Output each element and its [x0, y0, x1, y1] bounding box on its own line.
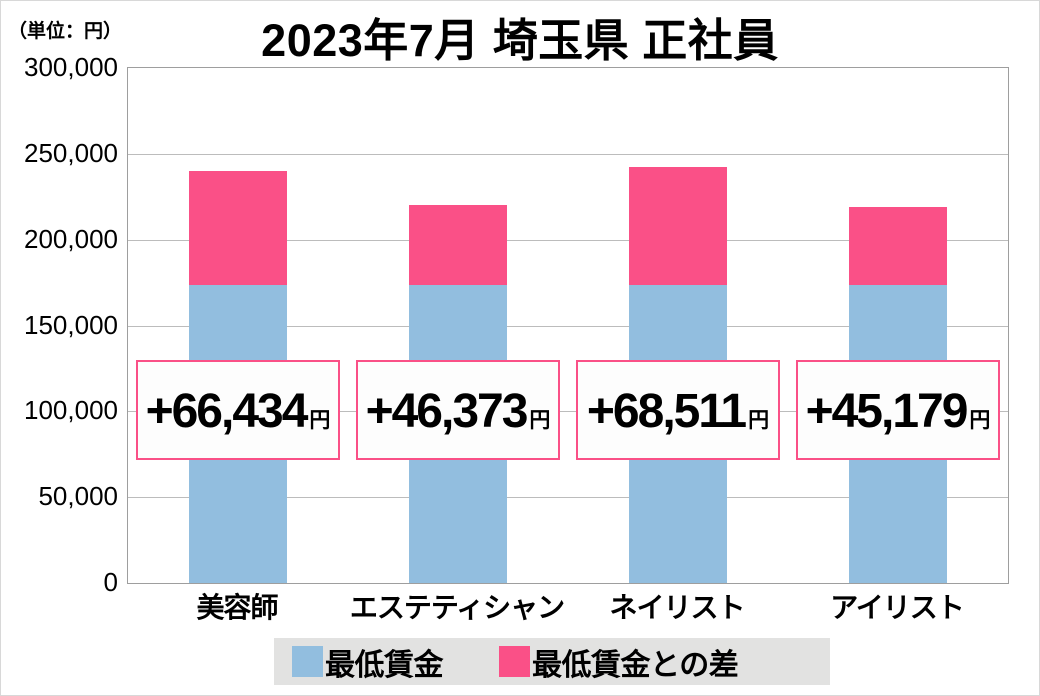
legend-item: 最低賃金との差	[499, 640, 739, 684]
y-tick-label: 200,000	[24, 223, 118, 254]
gridline	[128, 239, 1008, 241]
gridline	[128, 325, 1008, 327]
bar-segment-diff	[189, 171, 287, 285]
y-tick-label: 0	[103, 567, 118, 597]
legend-swatch-icon	[292, 646, 323, 677]
legend-label: 最低賃金との差	[532, 648, 739, 682]
legend-label: 最低賃金	[325, 648, 444, 682]
diff-label-box: +45,179 円	[796, 360, 1000, 460]
gridline	[128, 497, 1008, 499]
diff-unit: 円	[309, 409, 331, 432]
diff-value: +46,373	[365, 385, 529, 438]
y-tick-label: 50,000	[38, 481, 118, 512]
bar-segment-diff	[409, 205, 507, 285]
y-tick-label: 250,000	[24, 137, 118, 168]
y-tick-label: 300,000	[24, 52, 118, 82]
unit-label: （単位：円）	[8, 21, 123, 42]
diff-value: +45,179	[805, 385, 969, 438]
legend-swatch-icon	[499, 646, 530, 677]
bar-segment-diff	[849, 207, 947, 285]
diff-value: +66,434	[145, 385, 309, 438]
y-tick-label: 100,000	[24, 395, 118, 426]
category-label: アイリスト	[830, 592, 965, 623]
legend-item: 最低賃金	[292, 640, 444, 684]
diff-label-box: +68,511 円	[576, 360, 780, 460]
diff-label-box: +66,434 円	[136, 360, 340, 460]
diff-unit: 円	[748, 409, 770, 432]
category-label: 美容師	[196, 592, 278, 623]
gridline	[128, 153, 1008, 155]
diff-value: +68,511	[586, 385, 747, 438]
diff-label-box: +46,373 円	[356, 360, 560, 460]
diff-unit: 円	[529, 409, 551, 432]
bar-segment-diff	[629, 167, 727, 285]
legend: 最低賃金 最低賃金との差	[274, 638, 830, 685]
category-label: エステティシャン	[349, 592, 565, 623]
page-title: 2023年7月 埼玉県 正社員	[261, 15, 779, 66]
y-tick-label: 150,000	[24, 309, 118, 340]
diff-unit: 円	[969, 409, 991, 432]
plot-area: +66,434 円 +46,373 円 +68,511 円 +45,179 円	[127, 67, 1009, 584]
gridline	[128, 411, 1008, 413]
category-label: ネイリスト	[609, 592, 745, 623]
